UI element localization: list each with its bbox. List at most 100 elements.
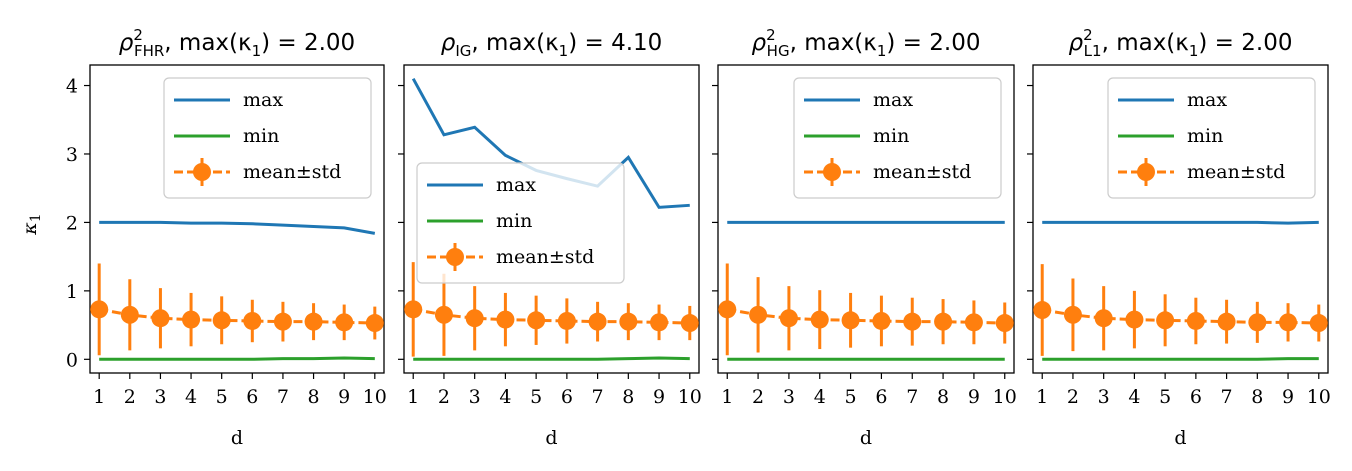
- x-axis-label: d: [1174, 427, 1186, 449]
- x-tick-label: 10: [993, 386, 1017, 408]
- title-sub: L1: [1084, 42, 1102, 60]
- legend-label: max: [873, 89, 913, 111]
- x-tick-label: 8: [1251, 386, 1263, 408]
- mean-point: [872, 311, 891, 330]
- y-tick-label: 3: [66, 144, 78, 166]
- panel-title: ρ2 L1, max(κ1) = 2.00: [1069, 26, 1293, 60]
- title-sub: HG: [767, 42, 790, 60]
- x-tick-label: 8: [622, 386, 634, 408]
- title-symbol: ρ: [752, 30, 767, 56]
- mean-point: [964, 313, 983, 332]
- series-mean-std: [90, 263, 384, 356]
- legend-label: max: [1187, 89, 1227, 111]
- legend-label: max: [243, 89, 283, 111]
- mean-point: [1279, 313, 1298, 332]
- legend-label: min: [243, 125, 279, 147]
- x-tick-label: 8: [937, 386, 949, 408]
- legend-label: mean±std: [243, 161, 341, 183]
- x-tick-label: 7: [277, 386, 289, 408]
- mean-point: [1125, 310, 1144, 329]
- mean-point: [588, 312, 607, 331]
- title-tail: ) = 4.10: [568, 30, 662, 56]
- title-sub: IG: [455, 42, 471, 60]
- title-symbol: ρ: [441, 30, 456, 56]
- x-tick-label: 6: [875, 386, 887, 408]
- x-tick-label: 5: [530, 386, 542, 408]
- title-sup: 2: [766, 26, 776, 44]
- mean-point: [749, 305, 768, 324]
- x-tick-label: 10: [1307, 386, 1331, 408]
- x-tick-label: 7: [1221, 386, 1233, 408]
- x-tick-label: 9: [968, 386, 980, 408]
- x-tick-label: 3: [154, 386, 166, 408]
- x-tick-label: 4: [185, 386, 197, 408]
- y-axis-label: κ1: [19, 213, 44, 235]
- x-tick-label: 6: [1190, 386, 1202, 408]
- x-tick-label: 7: [592, 386, 604, 408]
- mean-point: [680, 314, 699, 333]
- series-min-line: [99, 356, 375, 361]
- mean-point: [212, 311, 231, 330]
- y-tick-label: 0: [66, 349, 78, 371]
- mean-line: [412, 307, 690, 325]
- x-tick-label: 5: [1159, 386, 1171, 408]
- mean-line: [1041, 308, 1319, 325]
- legend-label: max: [496, 174, 536, 196]
- title-rest: , max(κ: [164, 30, 251, 56]
- mean-point: [243, 311, 262, 330]
- mean-point: [1063, 305, 1082, 324]
- x-tick-label: 6: [246, 386, 258, 408]
- title-rest-sub: 1: [252, 42, 262, 60]
- title-rest: , max(κ: [471, 30, 558, 56]
- series-max-line: [99, 220, 376, 235]
- title-rest-sub: 1: [1189, 42, 1199, 60]
- panel-title: ρIG, max(κ1) = 4.10: [441, 30, 663, 60]
- y-tick-label: 2: [66, 212, 78, 234]
- legend-box: [793, 77, 1002, 199]
- x-tick-label: 9: [653, 386, 665, 408]
- mean-point: [335, 313, 354, 332]
- mean-line: [726, 307, 1005, 325]
- series-mean-std: [1033, 264, 1328, 356]
- mean-line: [98, 307, 375, 325]
- title-rest-sub: 1: [877, 42, 887, 60]
- legend-label: mean±std: [1187, 161, 1285, 183]
- mean-point: [434, 305, 453, 324]
- mean-point: [841, 311, 860, 330]
- legend-marker: [823, 163, 841, 181]
- legend-label: mean±std: [873, 161, 971, 183]
- title-tail: ) = 2.00: [886, 30, 980, 56]
- legend-marker: [446, 248, 464, 266]
- legend-box: [416, 162, 625, 284]
- mean-point: [934, 312, 953, 331]
- x-tick-label: 1: [721, 386, 733, 408]
- mean-point: [496, 310, 515, 329]
- x-tick-label: 1: [93, 386, 105, 408]
- mean-point: [995, 314, 1014, 333]
- x-tick-label: 3: [469, 386, 481, 408]
- legend-marker: [193, 163, 211, 181]
- x-axis-label: d: [231, 427, 243, 449]
- series-min-line: [1042, 357, 1319, 361]
- x-tick-label: 1: [407, 386, 419, 408]
- legend-label: mean±std: [496, 246, 594, 268]
- legend-label: min: [1187, 125, 1223, 147]
- x-tick-label: 6: [561, 386, 573, 408]
- x-tick-label: 10: [678, 386, 702, 408]
- mean-point: [650, 313, 669, 332]
- title-symbol: ρ: [119, 30, 134, 56]
- x-tick-label: 2: [1067, 386, 1079, 408]
- legend-label: min: [873, 125, 909, 147]
- title-sup: 2: [133, 26, 143, 44]
- mean-point: [1186, 311, 1205, 330]
- legend-box: [1107, 77, 1316, 199]
- legend: max min mean±std: [416, 162, 625, 284]
- mean-point: [810, 310, 829, 329]
- mean-point: [90, 300, 109, 319]
- title-sub: FHR: [134, 42, 164, 60]
- x-tick-label: 5: [216, 386, 228, 408]
- panel-title: ρ2 FHR, max(κ1) = 2.00: [119, 26, 355, 60]
- mean-point: [120, 305, 139, 324]
